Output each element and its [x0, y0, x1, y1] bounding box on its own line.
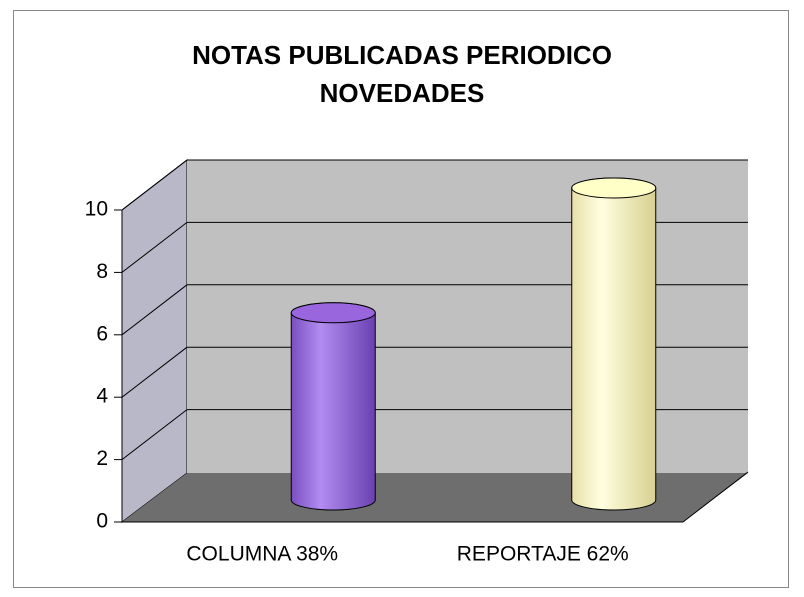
- grid-line: [121, 284, 188, 336]
- back-wall: [187, 160, 748, 473]
- bar: [290, 302, 376, 511]
- grid-line: [121, 346, 188, 398]
- y-tick-label: 10: [85, 198, 108, 221]
- y-tick-label: 2: [96, 447, 108, 470]
- side-wall: [121, 158, 188, 524]
- y-tick-label: 6: [96, 322, 108, 345]
- chart-frame: [13, 10, 789, 588]
- y-tick-label: 8: [96, 260, 108, 283]
- bar: [571, 177, 657, 511]
- grid-line: [121, 409, 188, 460]
- grid-line: [121, 222, 188, 273]
- y-tick-label: 0: [96, 510, 108, 533]
- x-tick-label: REPORTAJE 62%: [457, 543, 629, 566]
- chart-title: NOTAS PUBLICADAS PERIODICO NOVEDADES: [192, 40, 612, 108]
- y-tick-label: 4: [96, 385, 108, 408]
- floor-edge: [682, 471, 749, 523]
- x-tick-label: COLUMNA 38%: [186, 543, 338, 566]
- grid-line: [121, 159, 188, 211]
